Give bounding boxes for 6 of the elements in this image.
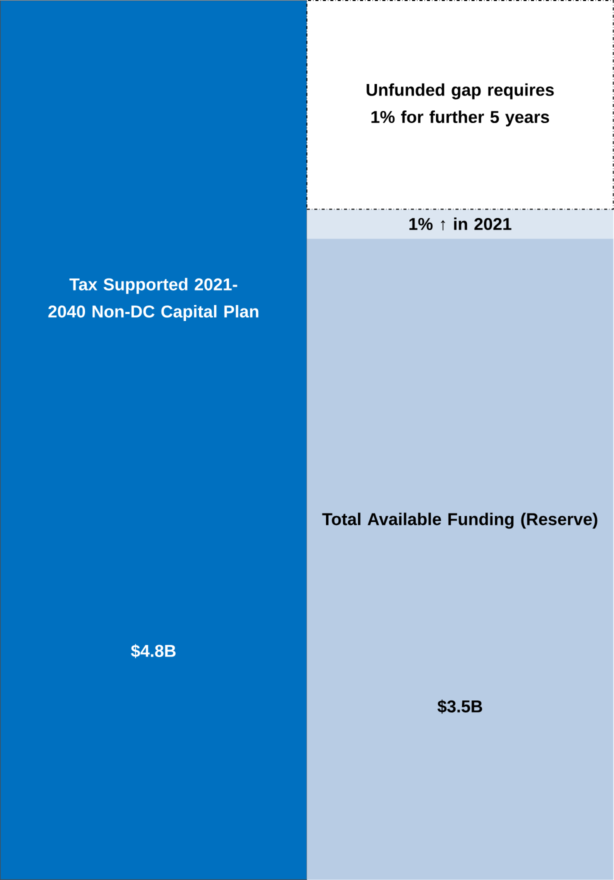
series-label: Unfunded gap requires 1% for further 5 years xyxy=(366,83,554,126)
data-label: $3.5B xyxy=(438,700,482,714)
series-label: Tax Supported 2021-2040 Non-DC Capital Plan xyxy=(48,278,258,321)
series-label: 1% ↑ in 2021 xyxy=(410,218,512,230)
data-label: $4.8B xyxy=(131,644,176,658)
series-label: Total Available Funding (Reserve) xyxy=(322,512,598,529)
